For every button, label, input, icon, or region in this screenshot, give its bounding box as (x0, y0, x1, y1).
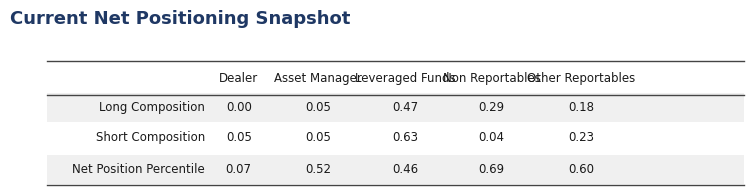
Text: 0.05: 0.05 (305, 101, 331, 114)
Text: 0.04: 0.04 (479, 131, 505, 144)
Bar (47, 123, 744, 152)
Bar (47, 155, 744, 184)
Text: Short Composition: Short Composition (96, 131, 205, 144)
Text: 0.07: 0.07 (226, 163, 252, 176)
Text: Net Position Percentile: Net Position Percentile (72, 163, 205, 176)
Text: Current Net Positioning Snapshot: Current Net Positioning Snapshot (10, 10, 350, 28)
Text: Asset Manager: Asset Manager (274, 73, 361, 85)
Text: 0.63: 0.63 (392, 131, 418, 144)
Text: 0.47: 0.47 (392, 101, 418, 114)
Text: Leveraged Funds: Leveraged Funds (355, 73, 456, 85)
Text: 0.69: 0.69 (479, 163, 505, 176)
Text: 0.23: 0.23 (569, 131, 594, 144)
Text: 0.29: 0.29 (479, 101, 505, 114)
Text: 0.52: 0.52 (305, 163, 331, 176)
Text: 0.18: 0.18 (569, 101, 594, 114)
Text: 0.60: 0.60 (569, 163, 594, 176)
Text: 0.46: 0.46 (392, 163, 418, 176)
Text: 0.05: 0.05 (305, 131, 331, 144)
Text: Non Reportables: Non Reportables (443, 73, 541, 85)
Text: Other Reportables: Other Reportables (527, 73, 636, 85)
Text: Dealer: Dealer (219, 73, 258, 85)
Text: 0.00: 0.00 (226, 101, 252, 114)
Text: 0.05: 0.05 (226, 131, 252, 144)
Bar (47, 93, 744, 122)
Text: Long Composition: Long Composition (99, 101, 205, 114)
